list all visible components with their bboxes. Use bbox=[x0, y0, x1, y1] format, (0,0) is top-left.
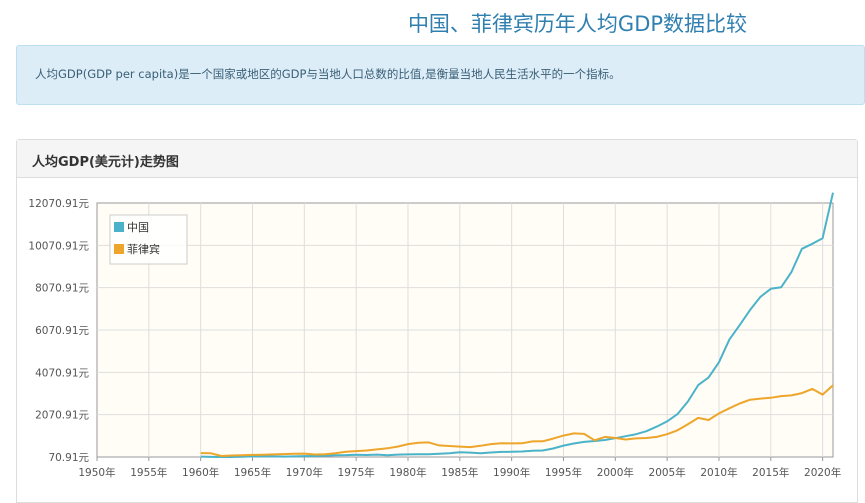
x-tick-label: 1950年 bbox=[78, 466, 115, 479]
y-tick-label: 12070.91元 bbox=[28, 198, 89, 210]
description-text: 人均GDP(GDP per capita)是一个国家或地区的GDP与当地人口总数… bbox=[35, 67, 621, 81]
x-tick-label: 2020年 bbox=[804, 466, 841, 479]
legend-swatch bbox=[114, 222, 124, 232]
panel-header: 人均GDP(美元计)走势图 bbox=[17, 140, 857, 178]
x-tick-label: 1970年 bbox=[286, 466, 323, 479]
series-lines bbox=[200, 192, 834, 458]
y-tick-label: 10070.91元 bbox=[28, 240, 89, 252]
y-tick-label: 2070.91元 bbox=[35, 410, 89, 422]
legend-label: 菲律宾 bbox=[127, 242, 160, 256]
x-tick-label: 2005年 bbox=[649, 466, 686, 479]
series-line-philippines bbox=[200, 384, 834, 457]
x-tick-label: 1955年 bbox=[130, 466, 167, 479]
panel-title: 人均GDP(美元计)走势图 bbox=[32, 155, 179, 170]
grid-lines bbox=[97, 203, 833, 457]
y-tick-label: 70.91元 bbox=[48, 452, 89, 464]
legend-swatch bbox=[114, 244, 124, 254]
legend-label: 中国 bbox=[127, 221, 149, 234]
x-tick-label: 1980年 bbox=[389, 466, 426, 479]
x-axis: 1950年 1955年 1960年 1965年 1970年 1975年 1980年 1985年… bbox=[78, 457, 841, 479]
description-box: 人均GDP(GDP per capita)是一个国家或地区的GDP与当地人口总数… bbox=[16, 45, 865, 105]
y-tick-label: 8070.91元 bbox=[35, 283, 89, 295]
x-tick-label: 1990年 bbox=[493, 466, 530, 479]
x-tick-label: 1995年 bbox=[545, 466, 582, 479]
chart-panel: 人均GDP(美元计)走势图 bbox=[16, 139, 858, 503]
x-tick-label: 1960年 bbox=[182, 466, 219, 479]
x-tick-label: 2015年 bbox=[752, 466, 789, 479]
x-tick-label: 1975年 bbox=[338, 466, 375, 479]
y-tick-label: 6070.91元 bbox=[35, 325, 89, 337]
page-title: 中国、菲律宾历年人均GDP数据比较 bbox=[407, 12, 748, 36]
x-tick-label: 2000年 bbox=[597, 466, 634, 479]
x-tick-label: 1985年 bbox=[441, 466, 478, 479]
x-tick-label: 2010年 bbox=[700, 466, 737, 479]
y-tick-label: 4070.91元 bbox=[35, 367, 89, 379]
series-line-china bbox=[200, 192, 834, 458]
x-tick-label: 1965年 bbox=[234, 466, 271, 479]
y-axis: 70.91元 2070.91元 4070.91元 6070.91元 8070.91元 10… bbox=[28, 198, 89, 464]
